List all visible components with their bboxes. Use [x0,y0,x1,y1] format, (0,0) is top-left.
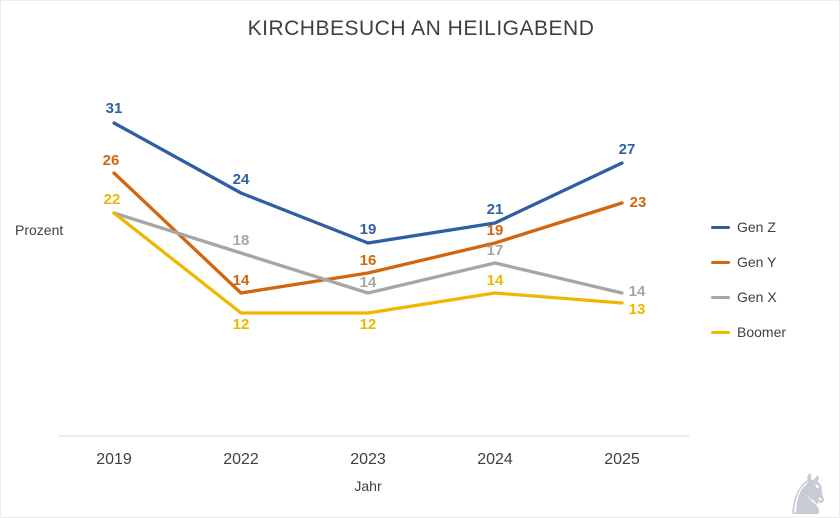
series-line-gen-z [112,121,624,245]
legend-label-gen-y: Gen Y [737,254,777,270]
series-line-boomer [112,211,624,315]
x-tick-label-2022: 2022 [223,451,259,468]
data-label-boomer-2019: 22 [104,191,121,208]
data-label-gen-y-2023: 16 [360,252,377,269]
horse-watermark-icon: ♞ [782,463,833,518]
data-label-gen-x-2025: 14 [629,283,646,300]
legend-item-boomer: Boomer [711,324,786,340]
x-tick-label-2023: 2023 [350,451,386,468]
legend-label-gen-x: Gen X [737,289,777,305]
legend-item-gen-x: Gen X [711,289,786,305]
x-tick-label-2025: 2025 [604,451,640,468]
legend-line-swatch-gen-x [711,295,730,299]
x-tick-label-2019: 2019 [96,451,132,468]
data-label-boomer-2024: 14 [487,272,504,289]
legend-line-swatch-gen-z [711,225,730,229]
x-axis-label: Jahr [354,478,382,494]
data-label-gen-x-2024: 17 [487,242,504,259]
data-label-boomer-2022: 12 [233,316,250,333]
data-label-gen-y-2019: 26 [103,152,120,169]
y-axis-label: Prozent [15,222,64,238]
data-label-gen-z-2023: 19 [360,221,377,238]
data-label-boomer-2025: 13 [629,301,646,318]
legend-line-swatch-gen-y [711,260,730,264]
legend: Gen Z Gen Y Gen X Boomer [711,219,786,340]
data-label-gen-z-2025: 27 [619,141,636,158]
legend-item-gen-z: Gen Z [711,219,786,235]
series-line-gen-y [112,171,624,295]
legend-label-gen-z: Gen Z [737,219,776,235]
series-line-gen-x [112,211,624,295]
data-label-gen-x-2022: 18 [233,232,250,249]
data-label-gen-z-2022: 24 [233,171,250,188]
data-label-gen-x-2023: 14 [360,274,377,291]
data-label-gen-z-2019: 31 [106,100,123,117]
legend-label-boomer: Boomer [737,324,787,340]
data-label-boomer-2023: 12 [360,316,377,333]
legend-line-swatch-boomer [711,330,730,334]
chart-title: KIRCHBESUCH AN HEILIGABEND [247,17,595,40]
data-label-gen-y-2022: 14 [233,272,250,289]
data-label-gen-y-2025: 23 [630,194,647,211]
data-label-gen-y-2024: 19 [487,222,504,239]
legend-item-gen-y: Gen Y [711,254,786,270]
data-label-gen-z-2024: 21 [487,201,504,218]
x-tick-label-2024: 2024 [477,451,513,468]
